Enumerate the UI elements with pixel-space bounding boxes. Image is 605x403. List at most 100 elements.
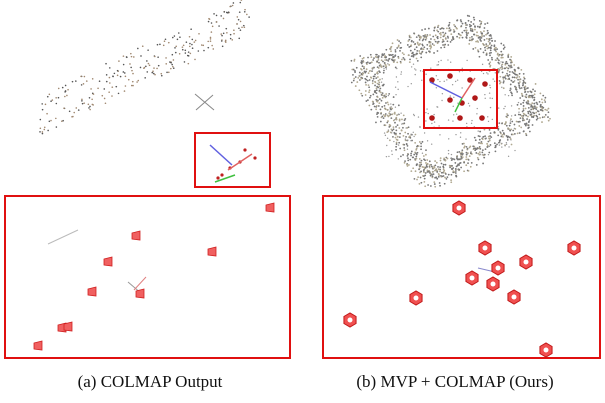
point — [448, 153, 449, 154]
point — [429, 34, 431, 36]
point — [441, 28, 443, 30]
point — [514, 69, 516, 71]
point — [520, 103, 522, 105]
point — [442, 32, 444, 34]
point — [533, 103, 535, 105]
point — [440, 37, 442, 39]
point — [372, 101, 374, 103]
point — [132, 81, 134, 83]
point — [412, 167, 414, 169]
point — [452, 36, 454, 38]
point — [132, 73, 134, 75]
point — [538, 110, 540, 112]
point — [389, 48, 391, 50]
point — [123, 71, 125, 73]
point — [453, 24, 455, 26]
point — [379, 88, 381, 90]
point — [526, 123, 528, 125]
point — [395, 137, 397, 139]
point — [451, 158, 452, 159]
point — [452, 84, 453, 85]
point — [514, 114, 516, 116]
point — [515, 88, 517, 90]
point — [426, 159, 428, 161]
point — [385, 49, 387, 51]
point — [536, 107, 538, 109]
point — [436, 75, 437, 76]
point — [505, 78, 507, 80]
camera-center — [512, 295, 517, 300]
point — [410, 153, 412, 155]
point — [416, 53, 418, 55]
point — [381, 106, 383, 108]
point — [191, 44, 193, 46]
point — [491, 37, 493, 39]
caption: (b) MVP + COLMAP (Ours) — [305, 372, 605, 392]
point — [189, 36, 191, 38]
point — [450, 181, 452, 183]
point — [240, 21, 242, 23]
point — [518, 86, 520, 88]
point — [506, 67, 508, 69]
point — [211, 22, 213, 24]
point — [503, 87, 505, 89]
point — [511, 121, 513, 123]
point — [417, 176, 419, 178]
point — [356, 81, 358, 83]
point — [123, 64, 125, 66]
point — [514, 86, 516, 88]
point — [504, 46, 506, 48]
point — [188, 55, 190, 57]
point — [118, 93, 120, 95]
point — [413, 63, 414, 64]
point — [420, 56, 422, 58]
point — [438, 64, 439, 65]
point — [538, 114, 540, 116]
point — [382, 54, 384, 56]
point — [439, 185, 441, 187]
point — [414, 178, 416, 180]
camera-center — [496, 266, 501, 271]
point — [436, 64, 437, 65]
zoom-box — [195, 133, 270, 187]
point — [395, 126, 397, 128]
point — [490, 132, 492, 134]
point — [420, 48, 422, 50]
point — [190, 28, 192, 30]
point — [541, 107, 543, 109]
point — [410, 155, 412, 157]
point — [46, 113, 48, 115]
point — [509, 59, 511, 61]
point — [424, 185, 426, 187]
point — [541, 98, 543, 100]
point — [413, 132, 414, 133]
point — [463, 170, 465, 172]
point — [403, 114, 405, 116]
point — [429, 172, 431, 174]
point — [479, 131, 481, 133]
point — [469, 105, 470, 106]
camera-center — [348, 318, 353, 323]
point — [143, 67, 145, 69]
point — [379, 90, 381, 92]
point — [425, 74, 426, 75]
point — [67, 89, 69, 91]
camera-frustum — [136, 289, 144, 298]
point — [384, 105, 386, 107]
point — [124, 72, 126, 74]
point — [506, 125, 508, 127]
point — [398, 114, 399, 115]
point — [404, 132, 406, 134]
point — [58, 97, 60, 99]
point — [195, 40, 197, 42]
point — [461, 25, 463, 27]
point — [470, 21, 472, 23]
point — [463, 30, 465, 32]
point — [516, 121, 518, 123]
point — [512, 76, 514, 78]
point — [387, 116, 389, 118]
point — [439, 166, 441, 168]
point — [510, 80, 512, 82]
point — [353, 80, 355, 82]
point — [383, 95, 385, 97]
